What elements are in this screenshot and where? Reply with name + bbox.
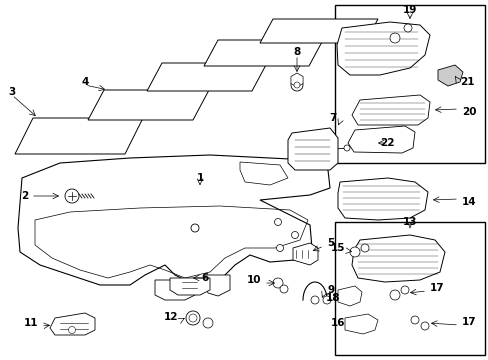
Polygon shape: [15, 118, 142, 154]
Text: 13: 13: [402, 217, 416, 227]
Text: 19: 19: [402, 5, 416, 15]
Circle shape: [410, 316, 418, 324]
Circle shape: [349, 247, 359, 257]
Text: 3: 3: [8, 87, 16, 97]
Polygon shape: [147, 63, 266, 91]
Polygon shape: [88, 90, 208, 120]
Text: 17: 17: [461, 317, 476, 327]
Circle shape: [191, 224, 199, 232]
Text: 9: 9: [326, 285, 333, 295]
Polygon shape: [437, 65, 462, 86]
Polygon shape: [345, 314, 377, 334]
Circle shape: [203, 318, 213, 328]
Text: 8: 8: [293, 47, 300, 57]
Polygon shape: [18, 155, 329, 285]
Circle shape: [291, 231, 298, 238]
Polygon shape: [240, 162, 287, 185]
Text: 11: 11: [23, 318, 38, 328]
Circle shape: [389, 290, 399, 300]
Polygon shape: [287, 128, 337, 170]
Polygon shape: [337, 178, 427, 220]
Text: 5: 5: [326, 238, 334, 248]
Circle shape: [310, 296, 318, 304]
Polygon shape: [290, 73, 303, 87]
Text: 4: 4: [81, 77, 88, 87]
Circle shape: [65, 189, 79, 203]
Circle shape: [189, 314, 197, 322]
Text: 20: 20: [461, 107, 475, 117]
Text: 12: 12: [163, 312, 178, 322]
Bar: [334, 222, 484, 355]
Circle shape: [420, 322, 428, 330]
Polygon shape: [260, 19, 377, 43]
Polygon shape: [347, 126, 414, 153]
Polygon shape: [203, 40, 323, 66]
Text: 7: 7: [329, 113, 336, 123]
Text: 10: 10: [246, 275, 261, 285]
Polygon shape: [170, 278, 209, 295]
Text: 2: 2: [20, 191, 28, 201]
Circle shape: [290, 79, 303, 91]
Text: 1: 1: [196, 173, 203, 183]
Polygon shape: [204, 275, 229, 296]
Polygon shape: [351, 235, 444, 282]
Circle shape: [389, 33, 399, 43]
Bar: [334, 5, 484, 163]
Text: 6: 6: [201, 273, 208, 283]
Polygon shape: [155, 280, 195, 300]
Polygon shape: [337, 286, 361, 306]
Text: 22: 22: [379, 138, 393, 148]
Circle shape: [272, 278, 283, 288]
Circle shape: [274, 219, 281, 225]
Text: 14: 14: [461, 197, 476, 207]
Circle shape: [276, 244, 283, 252]
Text: 17: 17: [429, 283, 444, 293]
Circle shape: [280, 285, 287, 293]
Circle shape: [185, 311, 200, 325]
Circle shape: [68, 327, 75, 333]
Polygon shape: [292, 243, 317, 265]
Text: 16: 16: [330, 318, 345, 328]
Circle shape: [403, 24, 411, 32]
Text: 18: 18: [325, 293, 339, 303]
Text: 21: 21: [459, 77, 473, 87]
Polygon shape: [50, 313, 95, 335]
Polygon shape: [351, 95, 429, 125]
Text: 15: 15: [330, 243, 345, 253]
Polygon shape: [336, 22, 429, 75]
Circle shape: [400, 286, 408, 294]
Circle shape: [293, 82, 299, 88]
Circle shape: [343, 145, 349, 151]
Circle shape: [323, 296, 330, 304]
Circle shape: [360, 244, 368, 252]
